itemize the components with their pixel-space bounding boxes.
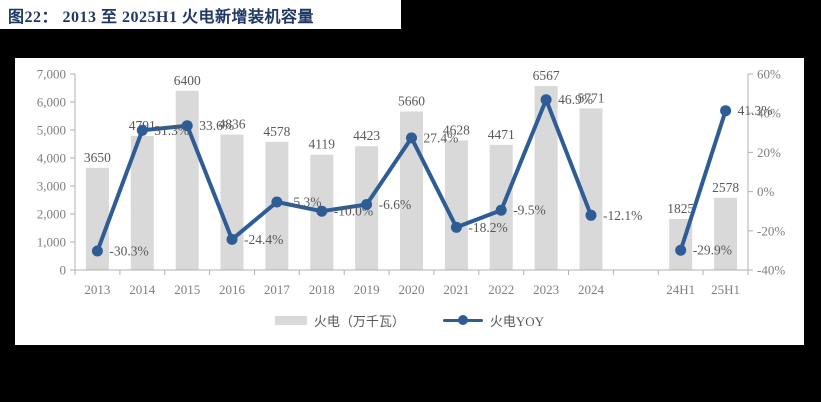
yoy-point-2024[interactable] — [585, 209, 597, 221]
bar-value-label: 5660 — [398, 94, 425, 109]
bar-2013[interactable] — [85, 167, 109, 270]
left-axis-tick-label: 5,000 — [37, 123, 66, 138]
right-axis-tick-label: 40% — [757, 106, 781, 121]
right-axis-tick-label: -20% — [757, 223, 785, 238]
yoy-value-label: -6.6% — [379, 197, 412, 212]
bar-value-label: 4578 — [263, 124, 290, 139]
category-label-25H1: 25H1 — [711, 282, 740, 297]
yoy-point-2013[interactable] — [91, 245, 103, 257]
bar-value-label: 5771 — [578, 90, 605, 105]
category-label-2024: 2024 — [578, 282, 605, 297]
category-label-2015: 2015 — [174, 282, 200, 297]
left-axis-tick-label: 6,000 — [37, 95, 66, 110]
left-axis-tick-label: 1,000 — [37, 235, 66, 250]
bar-value-label: 6400 — [174, 73, 201, 88]
category-label-2023: 2023 — [533, 282, 559, 297]
yoy-point-2023[interactable] — [540, 94, 552, 106]
bar-value-label: 4471 — [488, 127, 515, 142]
yoy-value-label: -29.9% — [693, 243, 732, 258]
yoy-point-2020[interactable] — [406, 132, 417, 144]
category-label-2013: 2013 — [84, 282, 110, 297]
yoy-point-2014[interactable] — [136, 124, 148, 136]
bar-value-label: 1825 — [667, 201, 694, 216]
yoy-value-label: 33.6% — [199, 118, 234, 133]
bar-value-label: 4836 — [219, 117, 246, 132]
combo-chart: 0 1,000 2,000 3,000 4,000 5,000 6,000 7,000 -40%… — [37, 67, 786, 298]
yoy-value-label: 31.3% — [154, 123, 189, 138]
category-label-2014: 2014 — [129, 282, 156, 297]
category-label-2016: 2016 — [219, 282, 246, 297]
bar-swatch-icon — [274, 315, 307, 325]
legend-dot-glyph — [457, 315, 468, 325]
right-axis-tick-label: 0% — [757, 184, 775, 199]
yoy-line — [95, 97, 593, 253]
left-axis-tick-label: 0 — [60, 263, 67, 278]
left-axis-tick-label: 7,000 — [37, 67, 66, 82]
yoy-value-label: 41.3% — [738, 103, 773, 118]
bar-25H1[interactable] — [714, 197, 738, 270]
yoy-point-2019[interactable] — [361, 199, 373, 210]
left-axis-tick-label: 2,000 — [37, 207, 66, 222]
right-axis-tick-label: 20% — [757, 145, 781, 160]
yoy-value-label: -18.2% — [468, 220, 507, 235]
yoy-line — [678, 108, 728, 253]
yoy-point-2022[interactable] — [495, 204, 507, 216]
yoy-point-2021[interactable] — [450, 221, 462, 233]
right-axis-tick-label: 60% — [757, 67, 781, 82]
bar-value-label: 2578 — [712, 180, 739, 195]
yoy-point-24H1[interactable] — [675, 244, 687, 256]
legend-item-line-series[interactable]: 火电YOY — [442, 311, 545, 330]
chart-legend: 火电（万千瓦） 火电YOY — [15, 309, 804, 331]
legend-item-bar-series[interactable]: 火电（万千瓦） — [274, 311, 405, 330]
bar-2016[interactable] — [220, 134, 244, 270]
category-label-2020: 2020 — [399, 282, 425, 297]
category-label-2018: 2018 — [309, 282, 335, 297]
bar-2014[interactable] — [130, 135, 154, 270]
yoy-value-label: -5.3% — [289, 195, 322, 210]
yoy-value-label: 46.9% — [558, 92, 593, 107]
yoy-point-2018[interactable] — [316, 205, 328, 217]
category-label-24H1: 24H1 — [666, 282, 695, 297]
left-axis-tick-label: 3,000 — [37, 179, 66, 194]
legend-label-bar: 火电（万千瓦） — [313, 313, 405, 329]
right-axis-tick-label: -40% — [757, 263, 785, 278]
bar-2021[interactable] — [444, 140, 468, 270]
line-swatch-icon — [442, 315, 483, 326]
category-label-2021: 2021 — [443, 282, 469, 297]
yoy-point-2017[interactable] — [271, 196, 283, 208]
legend-label-line: 火电YOY — [489, 313, 545, 329]
bar-value-label: 6567 — [533, 68, 560, 83]
yoy-value-label: -9.5% — [513, 203, 546, 218]
bar-2024[interactable] — [579, 108, 603, 271]
bar-value-label: 4119 — [309, 137, 336, 152]
category-label-2017: 2017 — [264, 282, 291, 297]
figure-title: 图22： 2013 至 2025H1 火电新增装机容量 — [8, 8, 314, 26]
yoy-point-2015[interactable] — [181, 120, 193, 132]
category-label-2022: 2022 — [488, 282, 514, 297]
yoy-point-25H1[interactable] — [720, 105, 732, 117]
bar-value-label: 4628 — [443, 122, 470, 137]
bar-value-label: 4423 — [353, 128, 380, 143]
yoy-value-label: 27.4% — [424, 130, 459, 145]
bar-2015[interactable] — [175, 90, 199, 270]
category-label-2019: 2019 — [354, 282, 380, 297]
yoy-value-label: -30.3% — [109, 244, 148, 259]
yoy-point-2016[interactable] — [226, 233, 238, 245]
yoy-value-label: -12.1% — [603, 208, 642, 223]
bar-2023[interactable] — [534, 86, 558, 270]
title-strip: 图22： 2013 至 2025H1 火电新增装机容量 — [0, 0, 401, 29]
left-axis-tick-label: 4,000 — [37, 151, 66, 166]
yoy-value-label: -24.4% — [244, 232, 283, 247]
bar-value-label: 3650 — [84, 150, 111, 165]
chart-panel: 0 1,000 2,000 3,000 4,000 5,000 6,000 7,000 -40%… — [15, 58, 804, 345]
